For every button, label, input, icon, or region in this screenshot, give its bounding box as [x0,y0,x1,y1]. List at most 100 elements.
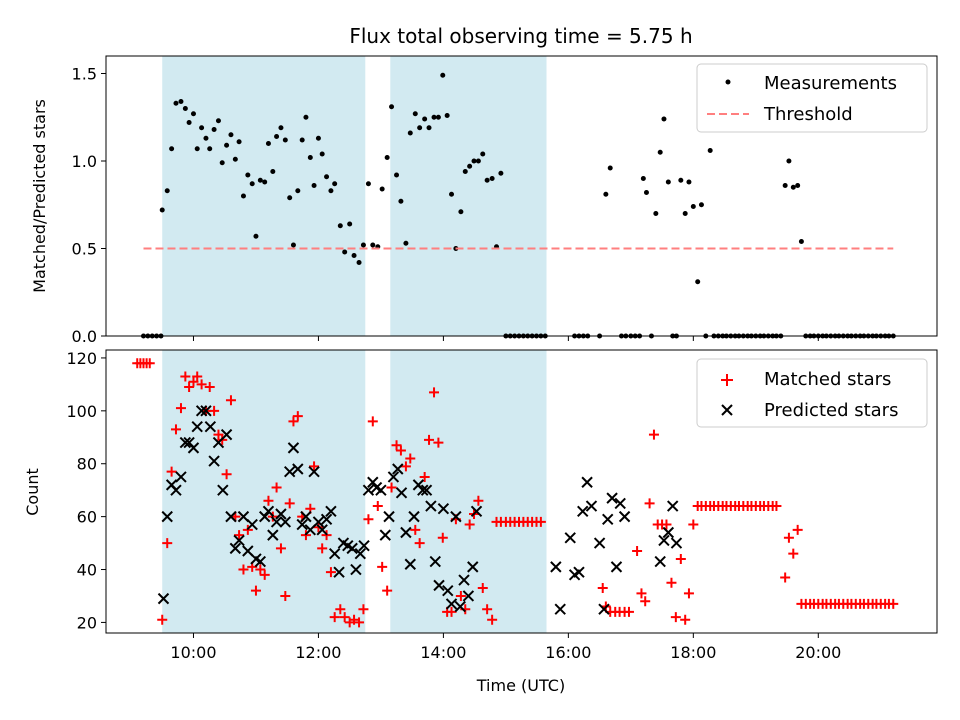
matched-stars-point [162,538,173,549]
y-tick-label: 40 [77,561,97,580]
predicted-stars-point [602,513,614,525]
matched-stars-point [144,358,155,369]
measurement-point [444,113,450,118]
measurement-point [440,72,446,78]
measurement-point [379,186,385,192]
predicted-stars-point [220,428,233,441]
predicted-stars-point [358,540,370,552]
measurement-point [365,181,371,187]
measurement-point [458,209,464,215]
measurement-point [328,188,334,194]
measurement-point [194,146,200,152]
count-legend: Matched stars Predicted stars [696,358,928,428]
predicted-stars-point [404,558,416,570]
measurement-point [274,134,280,139]
ratio-x-ticks [192,336,819,341]
matched-stars-point [377,561,388,572]
matched-stars-point [675,553,686,564]
y-tick-label: 1.0 [72,152,97,171]
ratio-y-axis-label: Matched/Predicted stars [30,99,49,293]
predicted-stars-point [454,600,466,613]
matched-stars-point [225,395,236,406]
matched-stars-point [455,590,466,601]
measurement-point [203,135,209,141]
predicted-stars-point [258,510,271,523]
predicted-stars-point [191,420,203,433]
y-tick-label: 20 [77,613,97,632]
measurement-point [475,158,481,164]
measurement-point [403,240,409,246]
predicted-stars-point [308,465,320,478]
predicted-stars-point [237,510,250,523]
measurement-point [422,116,428,122]
predicted-stars-point [292,463,304,475]
measurement-point [219,160,225,166]
observing-window-shading [162,350,547,633]
observing-window-band [390,350,547,633]
measurement-point [686,179,692,185]
predicted-stars-point [585,500,598,512]
predicted-stars-point [161,510,173,523]
predicted-stars-point [195,405,208,417]
y-tick-label: 120 [66,349,97,368]
predicted-stars-point [606,492,618,504]
ratio-legend: Measurements Threshold [696,63,928,133]
predicted-stars-point [225,510,237,523]
measurement-point [394,172,400,178]
measurement-point [262,179,268,185]
measurement-point [462,169,468,174]
measurement-point [384,155,390,160]
measurement-point [319,151,325,157]
matched-stars-point [482,604,493,615]
matched-stars-point [395,445,406,456]
predicted-stars-point [581,476,593,488]
observing-window-band [162,56,366,336]
count-x-ticks: 10:00 12:00 14:00 16:00 18:00 20:00 [170,633,841,662]
measurement-point [661,116,667,122]
measurement-point [356,260,362,265]
measurement-point [678,177,684,183]
measurement-point [795,183,801,188]
matched-stars-point [259,569,270,580]
measurement-point [370,242,376,248]
matched-stars-point [487,614,498,625]
matched-stars-point [636,588,647,599]
predicted-stars-point [287,442,300,454]
predicted-stars-point [275,508,287,520]
matched-stars-point [632,546,643,557]
measurement-point [798,239,804,244]
y-tick-label: 0.0 [72,327,97,346]
predicted-stars-point [658,534,670,547]
predicted-stars-point [400,526,412,539]
matched-stars-point [400,461,411,472]
matched-stars-point [213,429,224,440]
predicted-stars-point [157,592,170,605]
predicted-stars-point [262,505,275,518]
measurement-point [324,174,330,180]
x-tick-label: 16:00 [545,643,591,662]
matched-stars-point [209,405,220,416]
matched-stars-point [597,583,608,594]
predicted-stars-point [204,420,217,433]
measurement-point [389,104,395,110]
matched-stars-point [166,466,177,477]
legend-predicted-label: Predicted stars [764,400,898,421]
predicted-stars-point [354,547,367,560]
matched-stars-point [317,543,328,554]
predicted-stars-point [170,484,182,496]
predicted-stars-point [387,471,400,483]
predicted-stars-point [233,534,245,547]
predicted-stars-point [470,505,483,518]
matched-stars-point [680,614,691,625]
matched-stars-point [683,588,694,599]
predicted-stars-point [267,529,279,541]
measurement-point [287,195,293,201]
predicted-stars-point [420,484,433,496]
predicted-stars-point [200,405,212,417]
legend-threshold-label: Threshold [763,104,853,125]
predicted-stars-point [296,518,308,531]
predicted-stars-point [577,505,589,518]
y-tick-label: 1.5 [72,65,97,84]
predicted-stars-point [175,471,187,483]
measurement-point [295,188,301,194]
